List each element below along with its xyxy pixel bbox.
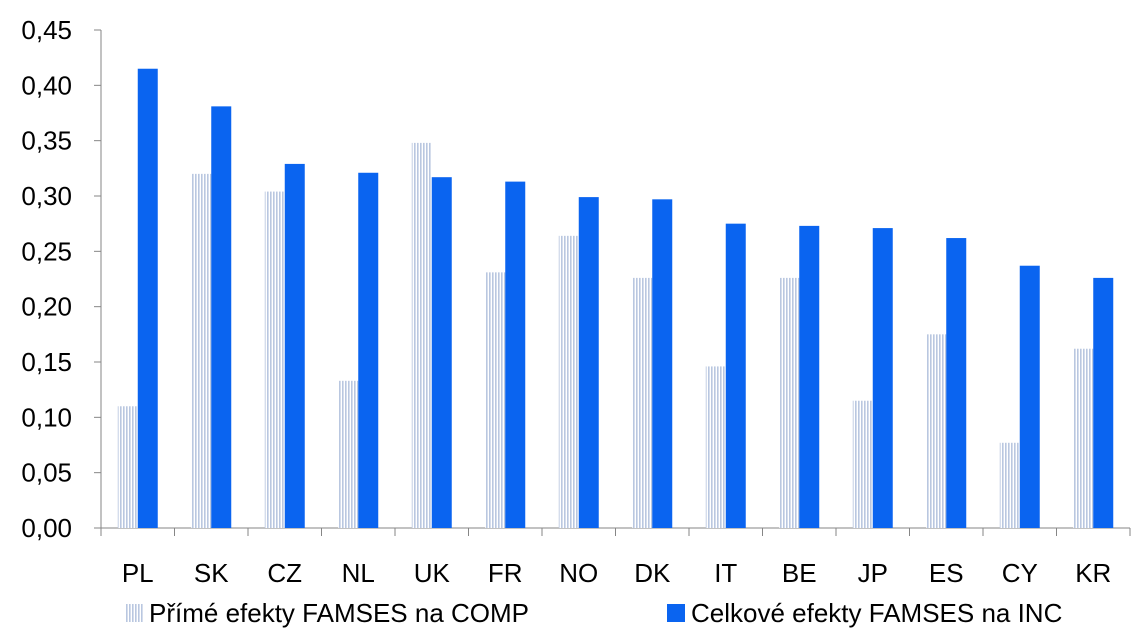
x-tick-label: KR: [1075, 558, 1111, 588]
legend-label: Přímé efekty FAMSES na COMP: [149, 598, 529, 628]
x-tick-label: PL: [122, 558, 154, 588]
x-axis: PL SK CZ NL UK FR NO DK IT BE JP ES CY KR: [100, 527, 1131, 588]
bar-total-effect: [137, 68, 158, 528]
legend-swatch-total: [667, 604, 685, 622]
bar-total-effect: [1019, 265, 1040, 528]
x-tick-label: DK: [634, 558, 671, 588]
bar-total-effect: [358, 172, 379, 528]
y-tick-label: 0,05: [21, 458, 72, 488]
bar-total-effect: [431, 177, 452, 529]
bar-direct-effect: [117, 406, 138, 528]
bar-direct-effect: [926, 334, 947, 528]
bar-direct-effect: [1073, 348, 1094, 528]
bar-direct-effect: [264, 191, 285, 528]
y-tick-label: 0,30: [21, 181, 72, 211]
bar-direct-effect: [705, 366, 726, 528]
legend-label: Celkové efekty FAMSES na INC: [691, 598, 1062, 628]
x-tick-label: NO: [559, 558, 598, 588]
x-tick-label: ES: [929, 558, 964, 588]
y-tick-label: 0,35: [21, 126, 72, 156]
bar-total-effect: [872, 228, 893, 529]
y-tick-label: 0,25: [21, 236, 72, 266]
bar-total-effect: [211, 106, 232, 529]
bar-direct-effect: [999, 442, 1020, 528]
x-tick-label: FR: [488, 558, 523, 588]
x-tick-label: CZ: [267, 558, 302, 588]
y-axis: 0,00 0,05 0,10 0,15 0,20 0,25 0,30 0,35 0,40 0,45: [21, 15, 102, 543]
bar-direct-effect: [558, 235, 579, 528]
legend-swatch-direct: [125, 604, 143, 622]
x-tick-label: NL: [342, 558, 375, 588]
bar-total-effect: [799, 225, 820, 528]
y-tick-label: 0,20: [21, 292, 72, 322]
bar-direct-effect: [632, 277, 653, 528]
bar-direct-effect: [411, 142, 432, 528]
x-tick-label: CY: [1002, 558, 1038, 588]
bar-direct-effect: [338, 380, 359, 528]
x-tick-label: UK: [414, 558, 451, 588]
bar-direct-effect: [779, 277, 800, 528]
bar-total-effect: [578, 197, 599, 528]
y-tick-label: 0,40: [21, 70, 72, 100]
y-tick-label: 0,15: [21, 347, 72, 377]
bar-total-effect: [946, 238, 967, 528]
y-tick-label: 0,00: [21, 513, 72, 543]
bar-total-effect: [284, 163, 305, 528]
y-tick-label: 0,10: [21, 402, 72, 432]
bar-total-effect: [505, 181, 526, 528]
x-tick-label: SK: [194, 558, 229, 588]
x-tick-label: JP: [858, 558, 888, 588]
bar-direct-effect: [485, 272, 506, 528]
legend: Přímé efekty FAMSES na COMP Celkové efekt…: [125, 598, 1062, 628]
bar-total-effect: [652, 199, 673, 528]
y-tick-label: 0,45: [21, 15, 72, 45]
bar-direct-effect: [852, 400, 873, 528]
bar-total-effect: [1093, 277, 1114, 528]
bar-total-effect: [725, 223, 746, 528]
x-tick-label: BE: [782, 558, 817, 588]
bars: [117, 68, 1114, 529]
bar-direct-effect: [191, 173, 212, 528]
x-tick-label: IT: [714, 558, 737, 588]
